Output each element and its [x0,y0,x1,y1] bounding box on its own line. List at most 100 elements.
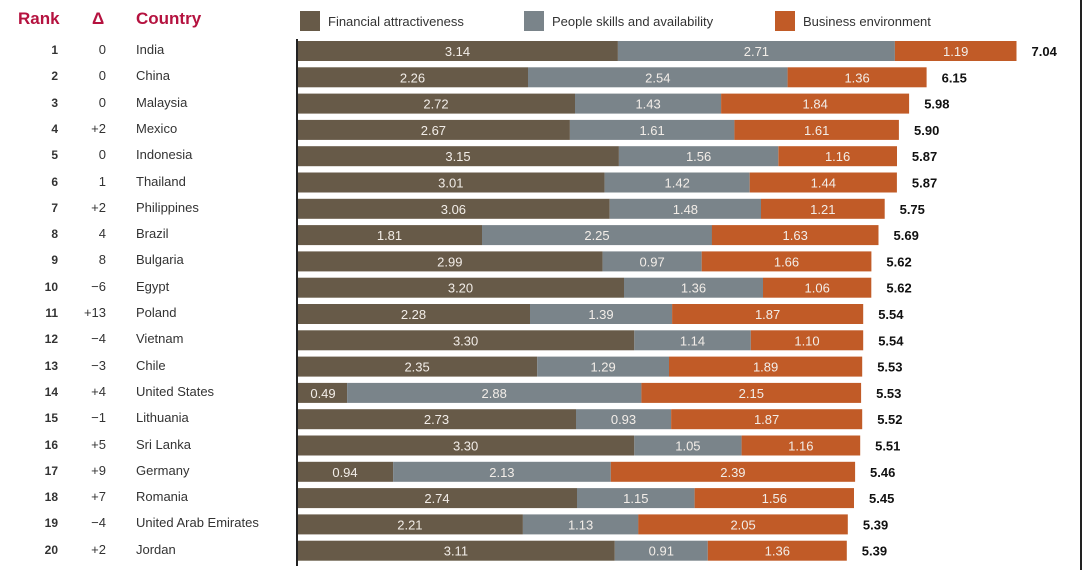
bar-financial-attractiveness-egypt [297,277,624,298]
data-label-business-environment: 1.63 [783,228,808,243]
bar-financial-attractiveness-romania [297,488,577,509]
data-label-financial-attractiveness: 3.30 [453,439,478,454]
legend-swatch-financial [300,11,320,31]
bar-business-environment-vietnam [750,330,864,351]
total-score-label: 5.53 [876,386,901,401]
country-header: Country [136,9,202,28]
data-label-financial-attractiveness: 3.01 [438,176,463,191]
bar-business-environment-poland [672,304,864,324]
data-label-business-environment: 1.16 [825,149,850,164]
rank-value: 11 [45,306,58,320]
rank-header: Rank [18,9,60,28]
total-score-label: 6.15 [942,70,967,85]
total-score-label: 5.39 [862,544,887,559]
bar-people-skills-and-availability-brazil [482,225,712,246]
data-label-business-environment: 1.61 [804,123,829,138]
rank-value: 19 [44,516,58,531]
data-label-financial-attractiveness: 2.21 [397,517,422,532]
bar-people-skills-and-availability-chile [537,356,669,377]
bar-financial-attractiveness-vietnam [297,330,635,351]
data-label-financial-attractiveness: 3.14 [445,44,470,59]
data-label-business-environment: 1.36 [844,70,869,85]
data-label-business-environment: 1.10 [794,333,819,348]
table-row: 7 +2 Philippines [0,197,1083,223]
bar-financial-attractiveness-chile [297,356,538,377]
data-label-business-environment: 1.66 [774,254,799,269]
bar-financial-attractiveness-united-states [297,382,348,403]
country-name: Jordan [136,541,176,557]
data-label-business-environment: 1.06 [805,281,830,296]
country-name: Egypt [136,278,170,294]
data-label-people-skills-and-availability: 2.25 [584,228,609,243]
bar-financial-attractiveness-malaysia [297,93,575,114]
total-score-label: 5.53 [877,360,902,375]
rank-change-value: 0 [98,94,106,110]
rank-value: 15 [44,411,58,426]
bar-business-environment-malaysia [721,93,910,114]
country-name: Malaysia [136,94,188,110]
data-label-people-skills-and-availability: 2.71 [744,44,769,59]
bar-financial-attractiveness-india [297,41,618,61]
table-row: 18 +7 Romania [0,486,1083,512]
table-row: 9 8 Bulgaria [0,249,1083,275]
data-label-business-environment: 1.36 [765,544,790,559]
data-label-people-skills-and-availability: 0.91 [649,544,674,559]
data-label-people-skills-and-availability: 1.61 [639,123,664,138]
total-score-label: 5.54 [878,333,904,348]
data-label-business-environment: 2.05 [730,517,755,532]
country-name: China [136,68,170,84]
data-label-financial-attractiveness: 3.30 [453,333,478,348]
rank-change-value: +13 [83,305,106,320]
data-label-business-environment: 1.19 [943,44,968,59]
bar-people-skills-and-availability-india [617,41,895,61]
country-name: India [136,42,165,57]
data-label-financial-attractiveness: 2.28 [401,307,426,322]
bar-business-environment-brazil [711,225,879,246]
rank-value: 9 [51,253,58,268]
rank-change-value: +7 [91,489,106,505]
data-label-business-environment: 1.87 [755,307,780,322]
data-label-financial-attractiveness: 3.15 [445,149,470,164]
data-label-business-environment: 2.39 [720,465,745,480]
rank-value: 12 [44,332,58,347]
bar-business-environment-china [787,67,927,88]
bar-people-skills-and-availability-philippines [609,198,761,219]
bar-business-environment-united-states [641,382,862,403]
data-label-people-skills-and-availability: 1.05 [675,439,700,454]
rank-value: 1 [51,43,58,57]
data-label-financial-attractiveness: 2.67 [421,123,446,138]
bar-financial-attractiveness-lithuania [297,409,576,430]
rank-change-value: 0 [98,68,106,84]
data-label-people-skills-and-availability: 2.54 [645,70,670,85]
total-score-label: 5.87 [912,149,937,164]
table-row: 5 0 Indonesia [0,144,1083,170]
bar-people-skills-and-availability-egypt [624,277,763,298]
total-score-label: 5.98 [924,97,949,112]
table-row: 20 +2 Jordan [0,539,1083,565]
bar-people-skills-and-availability-mexico [569,119,735,140]
country-name: Chile [136,357,166,373]
bar-financial-attractiveness-united-arab-emirates [297,514,523,535]
data-label-people-skills-and-availability: 1.15 [623,491,648,506]
table-row: 11 +13 Poland [0,302,1083,328]
rank-change-value: +2 [91,120,106,136]
data-label-people-skills-and-availability: 1.14 [680,333,705,348]
total-score-label: 5.90 [914,123,939,138]
country-name: United States [136,383,215,399]
bar-people-skills-and-availability-germany [393,461,611,482]
data-label-financial-attractiveness: 2.26 [400,70,425,85]
bar-people-skills-and-availability-china [528,67,788,88]
rank-change-value: +2 [91,541,106,557]
data-label-business-environment: 2.15 [739,386,764,401]
data-label-business-environment: 1.89 [753,360,778,375]
data-label-financial-attractiveness: 2.35 [404,360,429,375]
data-label-financial-attractiveness: 3.06 [441,202,466,217]
rank-value: 6 [51,174,58,189]
table-row: 12 −4 Vietnam [0,328,1083,354]
legend-item-people: People skills and availability [524,11,713,31]
bar-people-skills-and-availability-romania [577,488,695,509]
rank-change-value: −1 [91,410,106,426]
data-label-people-skills-and-availability: 2.13 [489,465,514,480]
rank-change-value: 4 [98,226,106,242]
table-row: 16 +5 Sri Lanka [0,434,1083,460]
